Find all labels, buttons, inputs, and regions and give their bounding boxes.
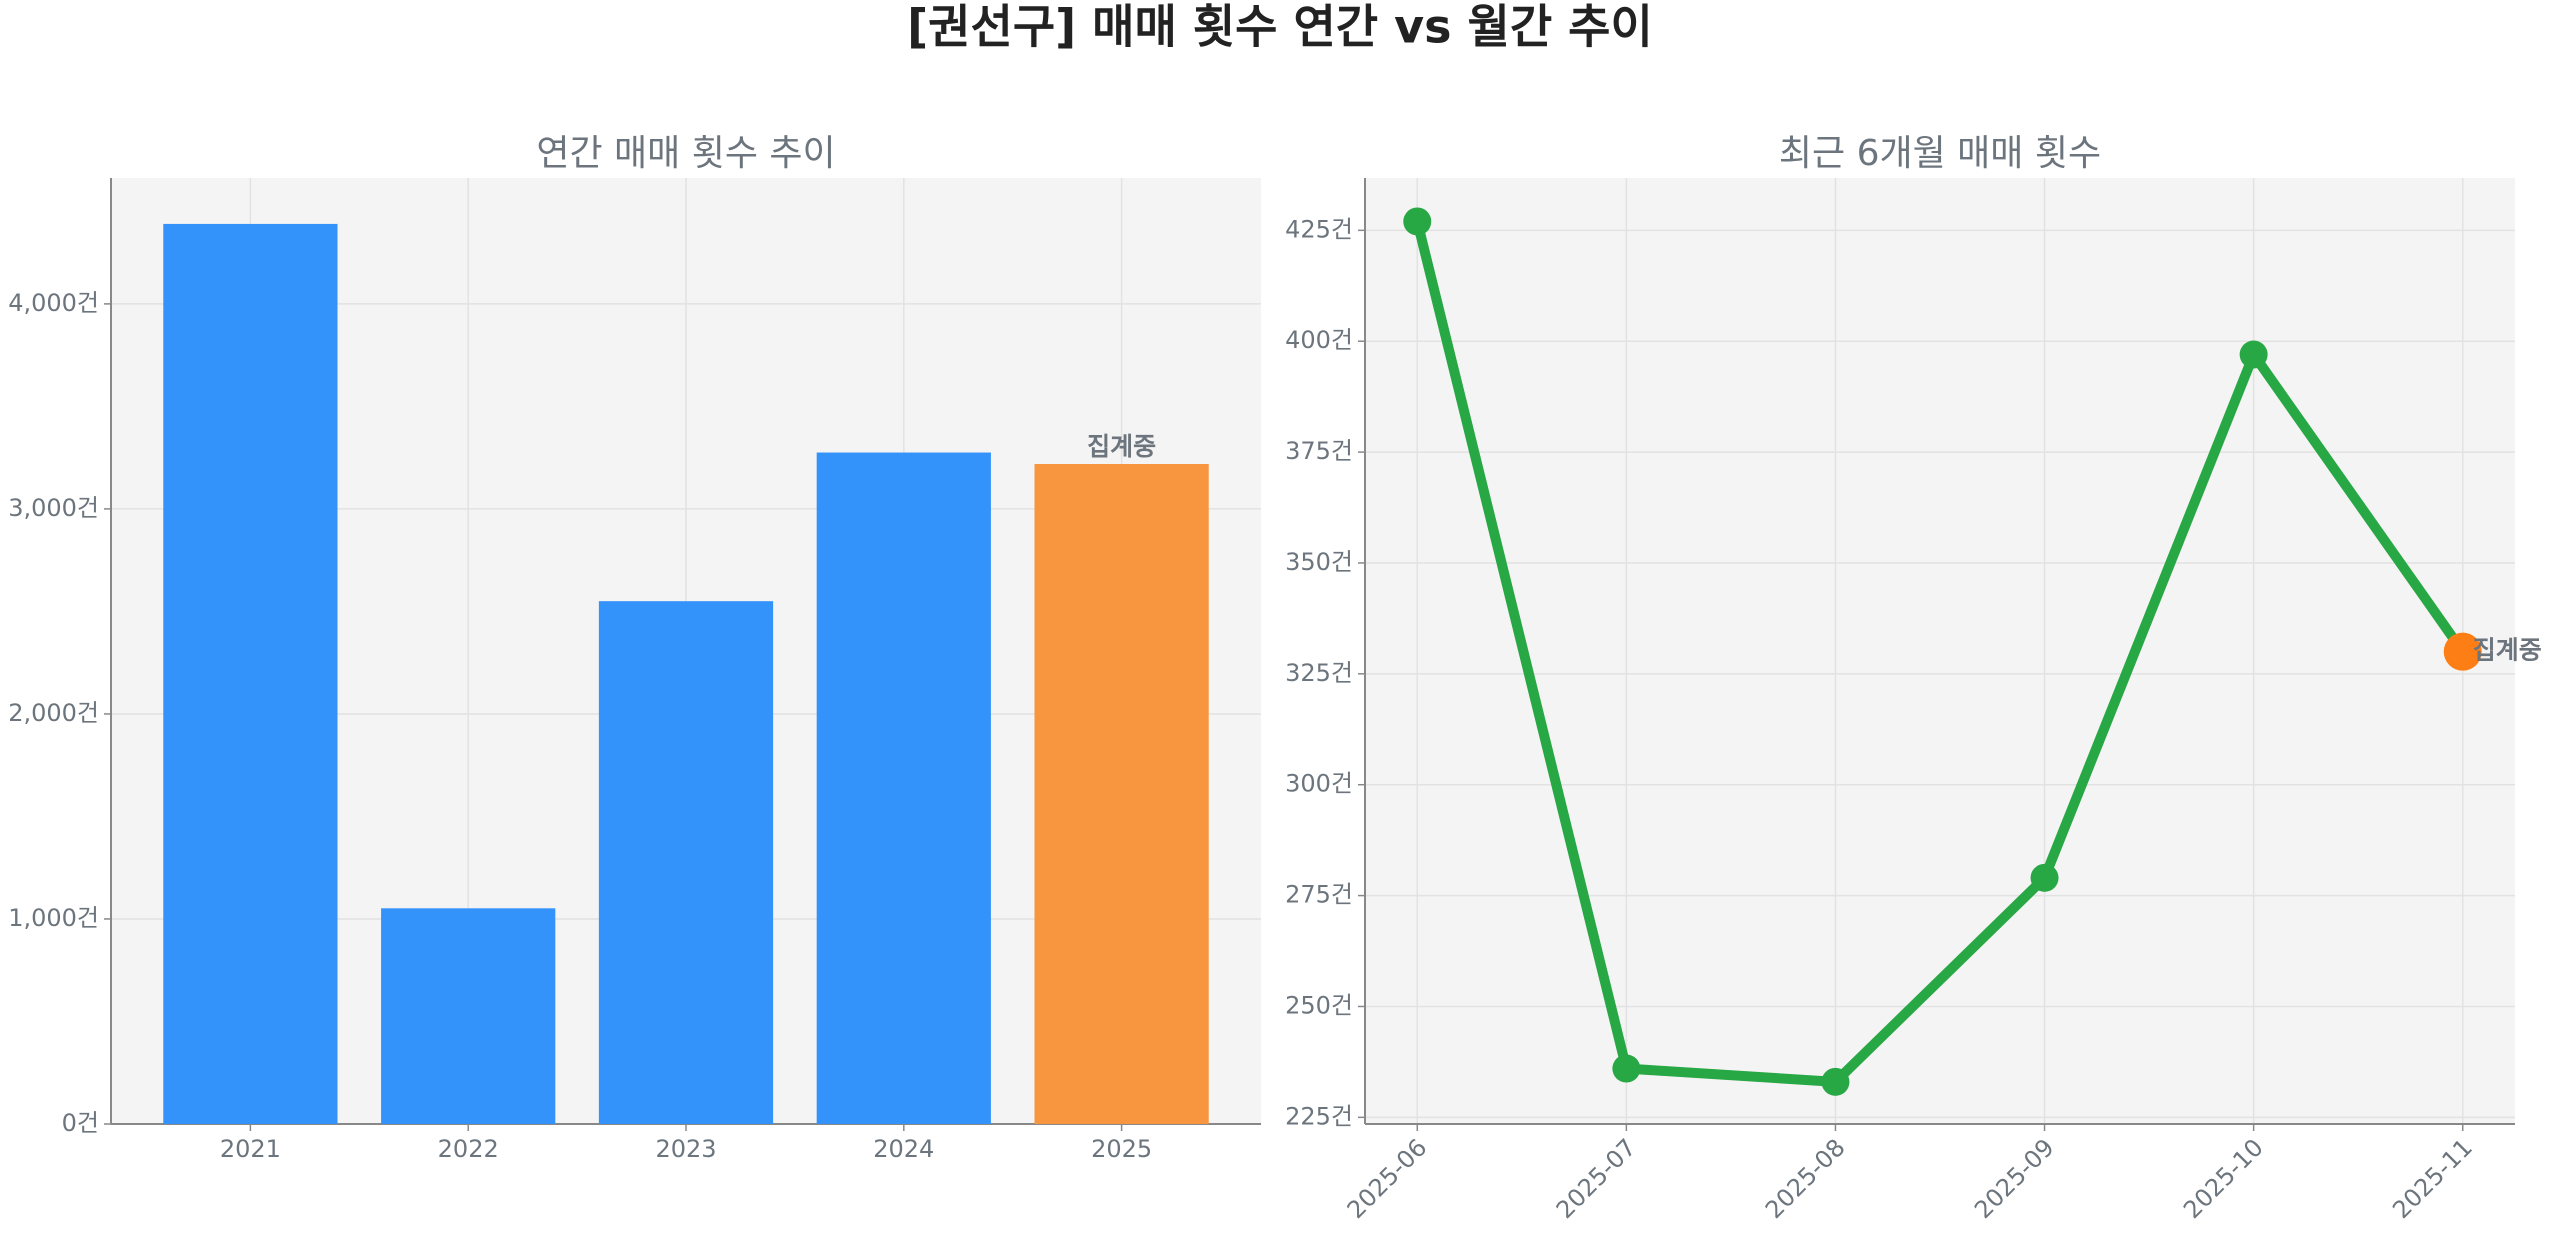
- y-tick-label: 3,000건: [8, 494, 99, 522]
- y-tick-label: 300건: [1285, 770, 1353, 798]
- y-tick-label: 350건: [1285, 548, 1353, 576]
- plot-area: [1365, 178, 2515, 1124]
- figure-title: [권선구] 매매 횟수 연간 vs 월간 추이: [907, 0, 1653, 54]
- marker: [2239, 340, 2268, 369]
- y-tick-label: 250건: [1285, 991, 1353, 1019]
- bar: [816, 452, 991, 1124]
- y-tick-label: 375건: [1285, 437, 1353, 465]
- y-tick-label: 275건: [1285, 881, 1353, 909]
- marker: [2443, 632, 2482, 671]
- subplot-title: 최근 6개월 매매 횟수: [1779, 133, 2101, 174]
- y-tick-label: 1,000건: [8, 904, 99, 932]
- marker: [1612, 1054, 1641, 1083]
- x-tick-label: 2025-08: [1760, 1133, 1851, 1224]
- bar: [1034, 464, 1209, 1125]
- y-tick-label: 400건: [1285, 326, 1353, 354]
- x-tick-label: 2025-06: [1342, 1133, 1433, 1224]
- annotation: 집계중: [1087, 432, 1156, 461]
- x-tick-label: 2023: [655, 1135, 716, 1163]
- x-tick-label: 2025-10: [2178, 1133, 2269, 1224]
- y-tick-label: 425건: [1285, 215, 1353, 243]
- line: [1412, 220, 2467, 1087]
- y-tick-label: 325건: [1285, 659, 1353, 687]
- x-tick-label: 2021: [220, 1135, 281, 1163]
- bar: [598, 601, 774, 1124]
- x-tick-label: 2025-11: [2387, 1133, 2478, 1224]
- x-tick-label: 2025-09: [1969, 1133, 2060, 1224]
- x-tick-label: 2025-07: [1551, 1133, 1642, 1224]
- x-tick-label: 2025: [1091, 1135, 1152, 1163]
- x-tick-label: 2024: [873, 1135, 934, 1163]
- y-tick-label: 0건: [62, 1109, 99, 1137]
- y-tick-label: 4,000건: [8, 289, 99, 317]
- y-tick-label: 225건: [1285, 1102, 1353, 1130]
- bar: [163, 223, 338, 1124]
- y-tick-label: 2,000건: [8, 699, 99, 727]
- bar: [381, 908, 556, 1124]
- annotation: 집계중: [2473, 636, 2542, 665]
- marker: [2030, 863, 2059, 892]
- marker: [1403, 207, 1432, 236]
- marker: [1821, 1067, 1850, 1096]
- x-tick-label: 2022: [438, 1135, 499, 1163]
- subplot-title: 연간 매매 횟수 추이: [536, 133, 835, 174]
